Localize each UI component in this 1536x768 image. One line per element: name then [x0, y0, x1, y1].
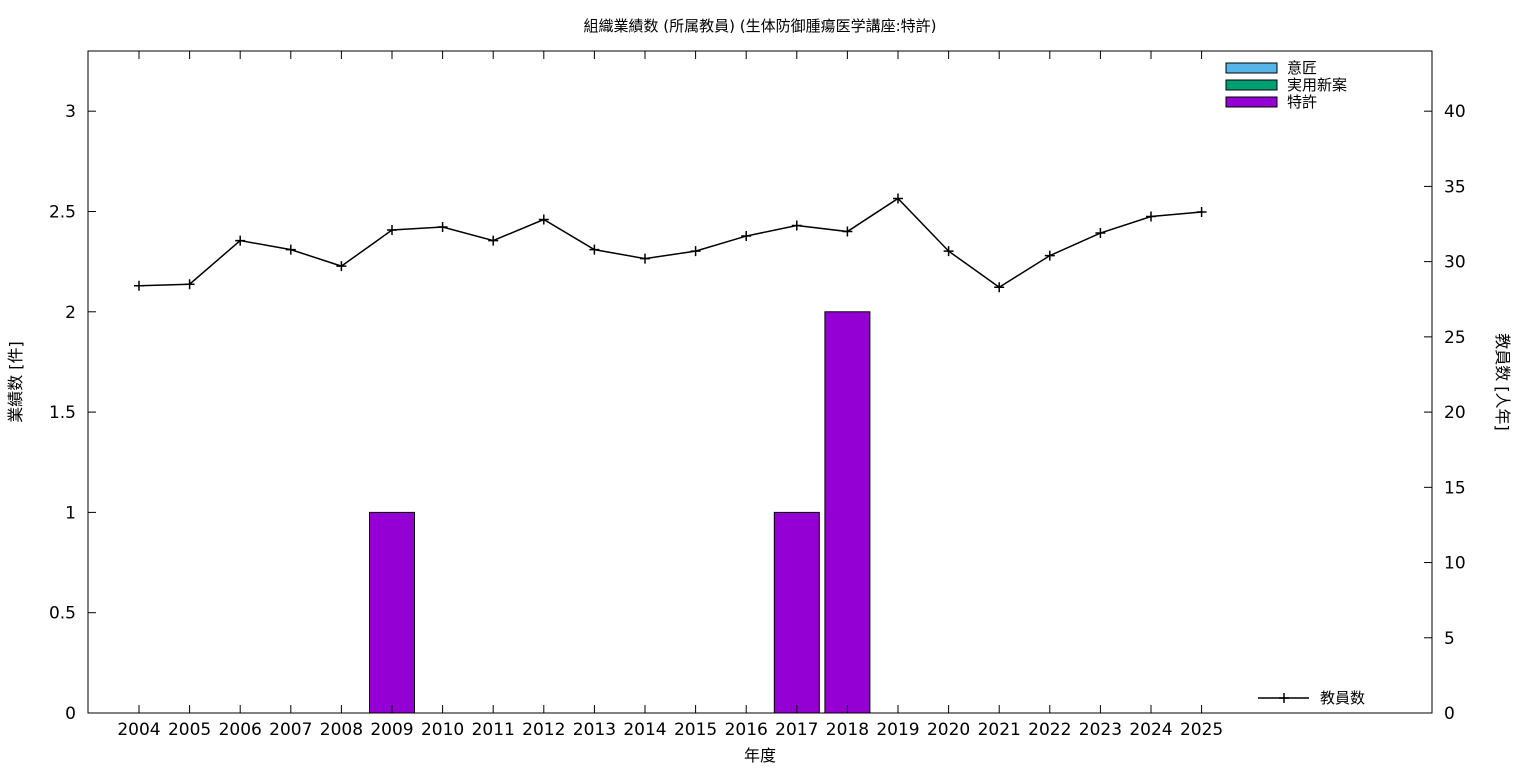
plot-frame: [87, 50, 1433, 714]
x-tick-label: 2015: [674, 720, 717, 740]
line-point-2010: [437, 222, 448, 233]
y2-axis-label: 教員数 [人年]: [1493, 333, 1512, 431]
y-tick-label: 0.5: [49, 604, 76, 624]
y-tick-label: 2.5: [49, 202, 76, 222]
line-point-2021: [994, 282, 1005, 293]
y-tick-label: 0: [65, 704, 76, 724]
line-point-2008: [336, 261, 347, 272]
x-tick-label: 2022: [1028, 720, 1071, 740]
line-point-2018: [842, 226, 853, 237]
legend-line-marker: [1279, 693, 1289, 703]
y-tick-label: 1: [65, 503, 76, 523]
legend-line-label: 教員数: [1320, 689, 1365, 707]
x-tick-label: 2005: [168, 720, 211, 740]
x-tick-label: 2012: [522, 720, 565, 740]
line-point-2024: [1146, 211, 1156, 222]
x-tick-label: 2013: [573, 720, 616, 740]
x-tick-label: 2009: [370, 720, 413, 740]
line-point-2017: [791, 220, 802, 231]
line-point-2006: [235, 235, 246, 246]
line-point-2005: [184, 279, 195, 290]
y2-tick-label: 25: [1444, 328, 1466, 348]
y2-tick-label: 20: [1444, 403, 1466, 423]
y2-tick-label: 15: [1444, 478, 1466, 498]
y-tick-label: 1.5: [49, 403, 76, 423]
x-tick-label: 2014: [623, 720, 666, 740]
bar-2009: [369, 511, 415, 714]
y-tick-label: 3: [65, 102, 76, 122]
x-tick-label: 2023: [1079, 720, 1122, 740]
line-point-2004: [134, 280, 144, 291]
y-axis-label: 業績数 [件]: [6, 341, 25, 423]
legend-label-0: 意匠: [1287, 59, 1317, 77]
x-tick-label: 2004: [117, 720, 160, 740]
y2-tick-label: 5: [1444, 629, 1455, 649]
y-tick-label: 2: [65, 303, 76, 323]
bar-2017: [773, 511, 820, 714]
x-tick-label: 2006: [219, 720, 262, 740]
y2-tick-label: 40: [1444, 102, 1466, 122]
line-point-2013: [589, 244, 600, 255]
line-point-2020: [943, 246, 954, 257]
x-tick-label: 2021: [978, 720, 1021, 740]
line-point-2007: [285, 244, 296, 255]
line-point-2011: [488, 235, 499, 246]
line-point-2019: [893, 193, 903, 204]
x-tick-label: 2018: [826, 720, 869, 740]
x-tick-label: 2024: [1129, 720, 1172, 740]
y2-tick-label: 35: [1444, 177, 1466, 197]
line-point-2009: [387, 225, 397, 236]
line-point-2012: [538, 214, 549, 225]
bar-2018: [824, 311, 871, 714]
y2-tick-label: 0: [1444, 704, 1455, 724]
legend-swatch-1: [1225, 79, 1278, 91]
x-tick-label: 2020: [927, 720, 970, 740]
line-point-2023: [1095, 228, 1106, 239]
line-point-2015: [690, 246, 701, 257]
legend-swatch-0: [1225, 62, 1278, 74]
y2-tick-label: 10: [1444, 554, 1466, 574]
line-point-2022: [1044, 250, 1055, 261]
line-point-2014: [640, 253, 650, 264]
x-tick-label: 2010: [421, 720, 464, 740]
x-tick-label: 2016: [725, 720, 768, 740]
x-tick-label: 2019: [876, 720, 919, 740]
legend-swatch-2: [1225, 96, 1278, 108]
x-tick-label: 2008: [320, 720, 363, 740]
x-axis-label: 年度: [744, 746, 776, 765]
legend-label-2: 特許: [1287, 93, 1317, 111]
line-teacher-count: [138, 197, 1202, 289]
x-tick-label: 2017: [775, 720, 818, 740]
legend-label-1: 実用新案: [1287, 76, 1347, 94]
line-point-2025: [1196, 206, 1207, 217]
x-tick-label: 2011: [472, 720, 515, 740]
y2-tick-label: 30: [1444, 253, 1466, 273]
chart-title: 組織業績数 (所属教員) (生体防御腫瘍医学講座:特許): [583, 17, 936, 35]
x-tick-label: 2007: [269, 720, 312, 740]
line-point-2016: [741, 231, 752, 242]
x-tick-label: 2025: [1180, 720, 1223, 740]
